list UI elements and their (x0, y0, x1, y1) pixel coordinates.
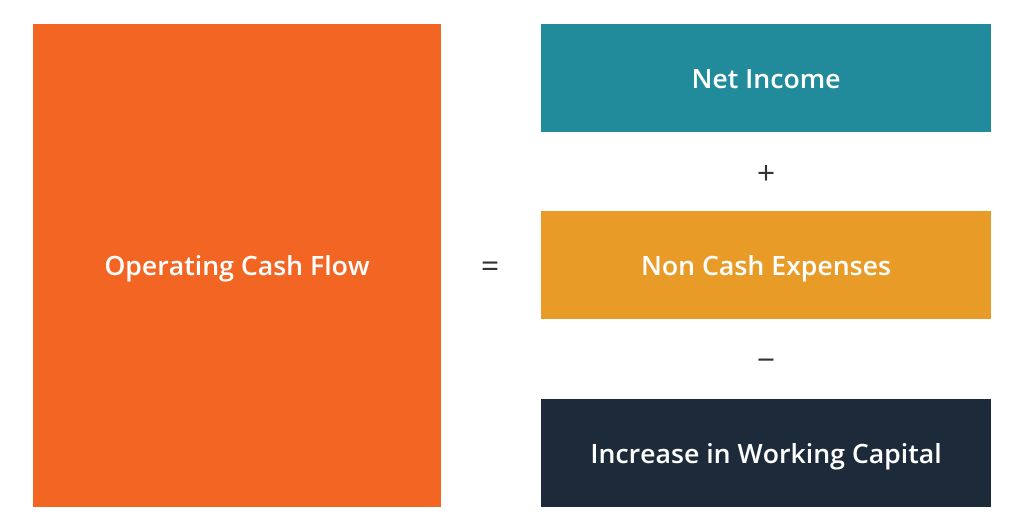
term-label: Increase in Working Capital (590, 436, 941, 471)
term-label: Net Income (691, 61, 840, 96)
minus-operator: − (736, 324, 796, 394)
formula-diagram: Operating Cash Flow = Net Income + Non C… (0, 0, 1024, 531)
minus-symbol: − (757, 338, 775, 381)
term-block-non-cash-expenses: Non Cash Expenses (541, 211, 991, 319)
result-block-operating-cash-flow: Operating Cash Flow (33, 24, 441, 507)
term-block-net-income: Net Income (541, 24, 991, 132)
equals-symbol: = (481, 244, 499, 287)
plus-operator: + (736, 137, 796, 207)
result-label: Operating Cash Flow (104, 248, 369, 283)
term-block-increase-in-working-capital: Increase in Working Capital (541, 399, 991, 507)
term-label: Non Cash Expenses (641, 248, 891, 283)
equals-operator: = (460, 240, 520, 290)
plus-symbol: + (757, 151, 775, 194)
